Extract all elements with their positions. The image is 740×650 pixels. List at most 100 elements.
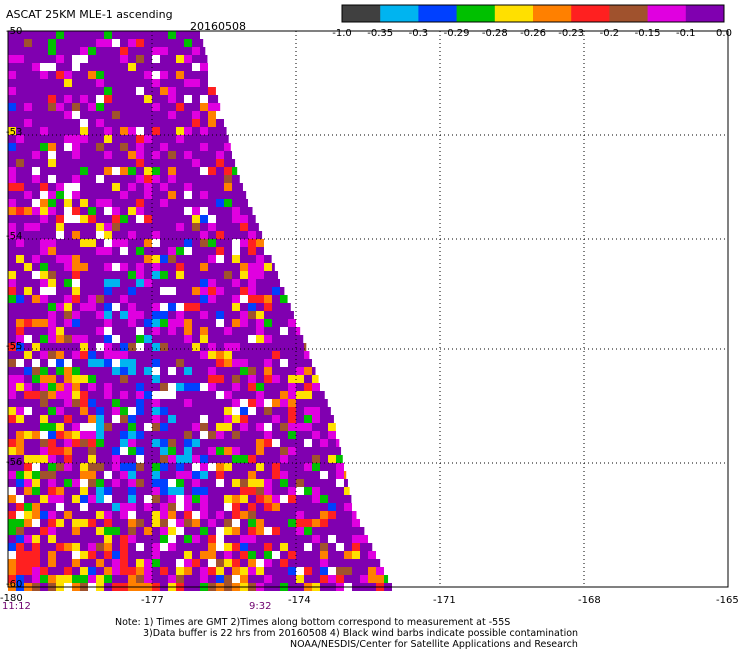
heatmap-cell: [168, 359, 176, 367]
heatmap-cell: [48, 367, 56, 375]
heatmap-cell: [200, 295, 208, 303]
heatmap-cell: [296, 439, 304, 447]
colorbar-tick-label: -0.35: [367, 28, 393, 39]
heatmap-cell: [72, 375, 80, 383]
heatmap-cell: [8, 71, 16, 79]
heatmap-cell: [128, 223, 136, 231]
heatmap-cell: [80, 87, 88, 95]
heatmap-cell: [128, 335, 136, 343]
heatmap-cell: [80, 335, 88, 343]
heatmap-cell: [192, 295, 200, 303]
heatmap-cell: [8, 127, 16, 135]
heatmap-cell: [32, 47, 40, 55]
heatmap-cell: [232, 223, 240, 231]
heatmap-cell: [168, 423, 176, 431]
heatmap-cell: [176, 527, 184, 535]
heatmap-cell: [128, 503, 136, 511]
heatmap-cell: [48, 191, 56, 199]
heatmap-cell: [160, 87, 168, 95]
heatmap-cell: [296, 351, 304, 359]
heatmap-cell: [256, 559, 264, 567]
heatmap-cell: [144, 511, 152, 519]
heatmap-cell: [264, 463, 272, 471]
heatmap-cell: [176, 375, 184, 383]
heatmap-cell: [208, 191, 216, 199]
heatmap-cell: [248, 375, 256, 383]
heatmap-cell: [152, 319, 160, 327]
heatmap-cell: [96, 351, 104, 359]
heatmap-cell: [80, 143, 88, 151]
heatmap-cell: [80, 375, 88, 383]
heatmap-cell: [16, 423, 24, 431]
heatmap-cell: [304, 567, 312, 575]
heatmap-cell: [208, 311, 216, 319]
heatmap-cell: [128, 543, 136, 551]
heatmap-cell: [304, 399, 312, 407]
heatmap-cell: [48, 359, 56, 367]
heatmap-cell: [192, 535, 200, 543]
heatmap-cell: [88, 311, 96, 319]
heatmap-cell: [280, 431, 288, 439]
heatmap-cell: [288, 391, 296, 399]
heatmap-cell: [136, 63, 144, 71]
heatmap-cell: [24, 407, 32, 415]
heatmap-cell: [128, 295, 136, 303]
heatmap-cell: [280, 343, 288, 351]
heatmap-cell: [248, 287, 256, 295]
heatmap-cell: [16, 223, 24, 231]
heatmap-cell: [168, 375, 176, 383]
heatmap-cell: [56, 47, 64, 55]
heatmap-cell: [232, 239, 240, 247]
heatmap-cell: [200, 487, 208, 495]
heatmap-cell: [288, 455, 296, 463]
heatmap-cell: [104, 143, 112, 151]
heatmap-cell: [8, 111, 16, 119]
heatmap-cell: [48, 511, 56, 519]
heatmap-cell: [328, 407, 331, 415]
heatmap-cell: [296, 335, 304, 343]
heatmap-cell: [168, 487, 176, 495]
heatmap-cell: [208, 175, 216, 183]
heatmap-cell: [88, 511, 96, 519]
heatmap-cell: [128, 495, 136, 503]
heatmap-cell: [144, 359, 152, 367]
heatmap-cell: [24, 303, 32, 311]
heatmap-cell: [152, 295, 160, 303]
heatmap-cell: [248, 359, 256, 367]
heatmap-cell: [80, 95, 88, 103]
heatmap-cell: [224, 447, 232, 455]
heatmap-cell: [176, 343, 184, 351]
heatmap-cell: [16, 247, 24, 255]
heatmap-cell: [208, 479, 216, 487]
heatmap-cell: [144, 383, 152, 391]
heatmap-cell: [192, 431, 200, 439]
heatmap-cell: [176, 263, 184, 271]
heatmap-cell: [184, 159, 192, 167]
heatmap-cell: [144, 159, 152, 167]
heatmap-cell: [104, 239, 112, 247]
heatmap-cell: [184, 511, 192, 519]
heatmap-cell: [312, 439, 320, 447]
heatmap-cell: [264, 447, 272, 455]
heatmap-cell: [144, 519, 152, 527]
heatmap-cell: [200, 247, 208, 255]
heatmap-cell: [192, 71, 200, 79]
heatmap-cell: [64, 47, 72, 55]
heatmap-cell: [64, 55, 72, 63]
colorbar-tick-label: -0.23: [558, 28, 584, 39]
heatmap-cell: [88, 495, 96, 503]
heatmap-cell: [216, 431, 224, 439]
heatmap-cell: [216, 455, 224, 463]
heatmap-cell: [152, 231, 160, 239]
heatmap-cell: [56, 351, 64, 359]
heatmap-cell: [160, 159, 168, 167]
heatmap-cell: [168, 143, 176, 151]
heatmap-cell: [312, 495, 320, 503]
heatmap-cell: [64, 223, 72, 231]
heatmap-cell: [312, 535, 320, 543]
heatmap-cell: [232, 551, 240, 559]
heatmap-cell: [120, 383, 128, 391]
heatmap-cell: [72, 455, 80, 463]
heatmap-cell: [88, 567, 96, 575]
heatmap-cell: [48, 575, 56, 583]
